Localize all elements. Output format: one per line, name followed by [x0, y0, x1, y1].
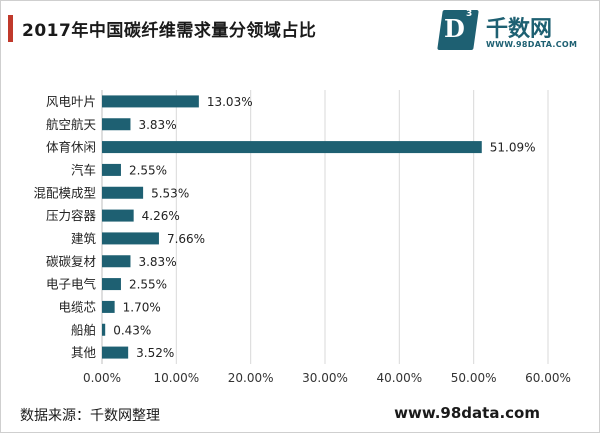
- site-url: www.98data.com: [394, 404, 540, 422]
- bar: [102, 95, 199, 108]
- category-label: 风电叶片: [46, 94, 96, 109]
- category-label: 电缆芯: [58, 299, 96, 314]
- bar: [102, 255, 131, 268]
- logo-url: WWW.98DATA.COM: [486, 40, 578, 49]
- category-label: 压力容器: [46, 208, 97, 223]
- bar: [102, 278, 121, 291]
- data-label: 2.55%: [129, 278, 167, 292]
- x-tick-label: 20.00%: [228, 371, 274, 385]
- data-label: 1.70%: [123, 300, 161, 314]
- category-label: 其他: [71, 345, 97, 360]
- bar: [102, 118, 131, 131]
- category-label: 船舶: [71, 322, 96, 337]
- x-tick-label: 50.00%: [451, 371, 497, 385]
- bar: [102, 163, 121, 176]
- category-label: 航空航天: [46, 117, 97, 132]
- chart-title: 2017年中国碳纤维需求量分领域占比: [22, 21, 317, 41]
- data-label: 7.66%: [167, 232, 205, 246]
- data-label: 2.55%: [129, 163, 167, 177]
- data-label: 13.03%: [207, 95, 253, 109]
- bar: [102, 141, 482, 154]
- category-label: 碳碳复材: [46, 254, 96, 269]
- x-tick-label: 30.00%: [302, 371, 348, 385]
- bar: [102, 209, 134, 222]
- title-accent-bar: [8, 15, 13, 42]
- logo-mark-superscript: 3: [466, 9, 473, 19]
- data-label: 5.53%: [151, 186, 189, 200]
- bar: [102, 300, 115, 313]
- data-label: 3.83%: [138, 255, 176, 269]
- bar: [102, 232, 159, 245]
- category-label: 混配模成型: [33, 185, 96, 200]
- x-tick-label: 0.00%: [83, 371, 121, 385]
- bar: [102, 323, 106, 336]
- x-tick-label: 10.00%: [153, 371, 199, 385]
- x-tick-label: 40.00%: [376, 371, 422, 385]
- bar: [102, 186, 144, 199]
- category-label: 建筑: [71, 231, 97, 246]
- data-label: 0.43%: [113, 323, 151, 337]
- brand-logo: D 3 千数网 WWW.98DATA.COM: [437, 8, 590, 58]
- category-label: 体育休闲: [46, 140, 96, 155]
- data-source: 数据来源：千数网整理: [20, 408, 160, 424]
- data-label: 51.09%: [490, 141, 536, 155]
- category-label: 电子电气: [46, 277, 97, 292]
- x-tick-label: 60.00%: [525, 371, 571, 385]
- data-label: 4.26%: [142, 209, 180, 223]
- logo-name: 千数网: [486, 17, 553, 42]
- category-label: 汽车: [71, 162, 96, 177]
- logo-mark-letter: D: [444, 14, 465, 43]
- bar: [102, 346, 129, 359]
- data-label: 3.83%: [138, 118, 176, 132]
- data-label: 3.52%: [136, 346, 174, 360]
